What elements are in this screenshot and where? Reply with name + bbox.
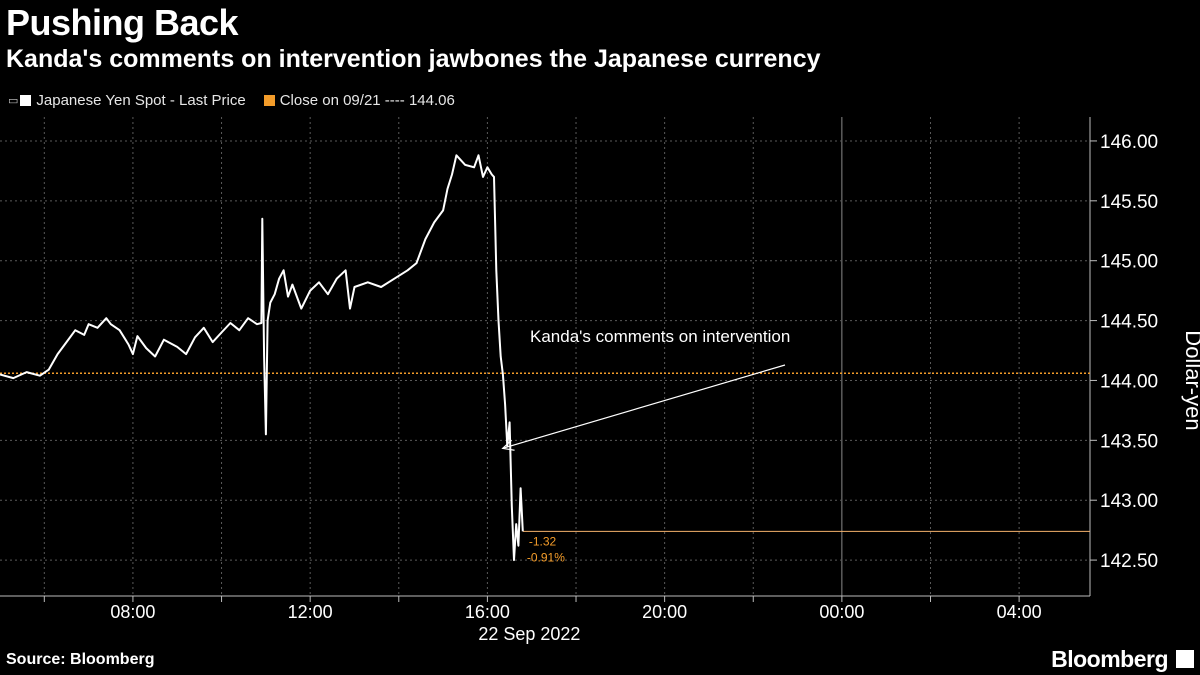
x-axis-date-label: 22 Sep 2022 [478,624,580,644]
reference-layer [0,372,1090,532]
x-tick-label: 08:00 [110,602,155,622]
y-tick-label: 144.50 [1100,312,1158,333]
y-axis-title: Dollar-yen [1181,330,1200,430]
y-tick-label: 145.50 [1100,192,1158,213]
annotation-arrow-head [501,439,515,451]
x-tick-label: 00:00 [819,602,864,622]
y-tick-label: 143.50 [1100,431,1158,452]
chart-title: Pushing Back [6,2,239,43]
brand-logo-text: Bloomberg [1051,646,1168,672]
legend-label-close: Close on 09/21 ---- 144.06 [279,92,455,109]
legend-label-spot: Japanese Yen Spot - Last Price [36,92,246,109]
y-tick-label: 144.00 [1100,371,1158,392]
y-tick-label: 146.00 [1100,132,1158,153]
chart-subtitle: Kanda's comments on intervention jawbone… [6,45,821,73]
change-percent-label: -0.91% [527,550,565,564]
y-tick-label: 145.00 [1100,252,1158,273]
bloomberg-mark-icon [1176,650,1194,668]
x-tick-label: 20:00 [642,602,687,622]
x-tick-label: 04:00 [997,602,1042,622]
legend: ▭ Japanese Yen Spot - Last Price Close o… [8,92,473,109]
legend-item-spot: ▭ Japanese Yen Spot - Last Price [8,92,246,109]
y-tick-label: 142.50 [1100,551,1158,572]
annotation-arrow-line [502,364,786,449]
source-note: Source: Bloomberg [6,651,155,668]
annotation-layer: -1.32 -0.91% Kanda's comments on intervent… [501,327,790,564]
x-tick-label: 12:00 [288,602,333,622]
legend-swatch-orange [263,95,275,106]
annotation-text: Kanda's comments on intervention [530,327,790,346]
series-layer [0,154,524,562]
price-series-line [0,154,524,562]
legend-swatch-white [20,95,32,106]
x-tick-label: 16:00 [465,602,510,622]
grid-layer [0,117,1090,596]
mini-chart-icon: ▭ [8,95,19,107]
legend-item-close: Close on 09/21 ---- 144.06 [263,92,455,109]
change-label: -1.32 [529,534,557,548]
y-tick-label: 143.00 [1100,491,1158,512]
axis-layer: 142.50 143.00 143.50 144.00 144.50 145.00 145.… [0,117,1200,644]
